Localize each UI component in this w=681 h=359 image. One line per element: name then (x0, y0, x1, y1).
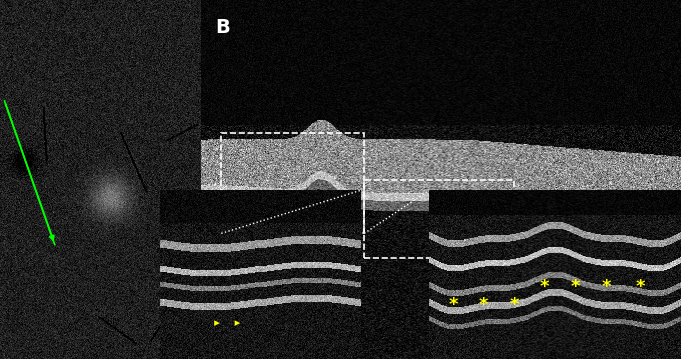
Text: *: * (571, 278, 580, 296)
Text: *: * (509, 296, 519, 314)
Text: *: * (601, 278, 611, 296)
Text: B: B (215, 18, 230, 37)
Text: *: * (479, 296, 488, 314)
Text: *: * (540, 278, 550, 296)
Text: *: * (448, 296, 458, 314)
Text: *: * (635, 278, 645, 296)
